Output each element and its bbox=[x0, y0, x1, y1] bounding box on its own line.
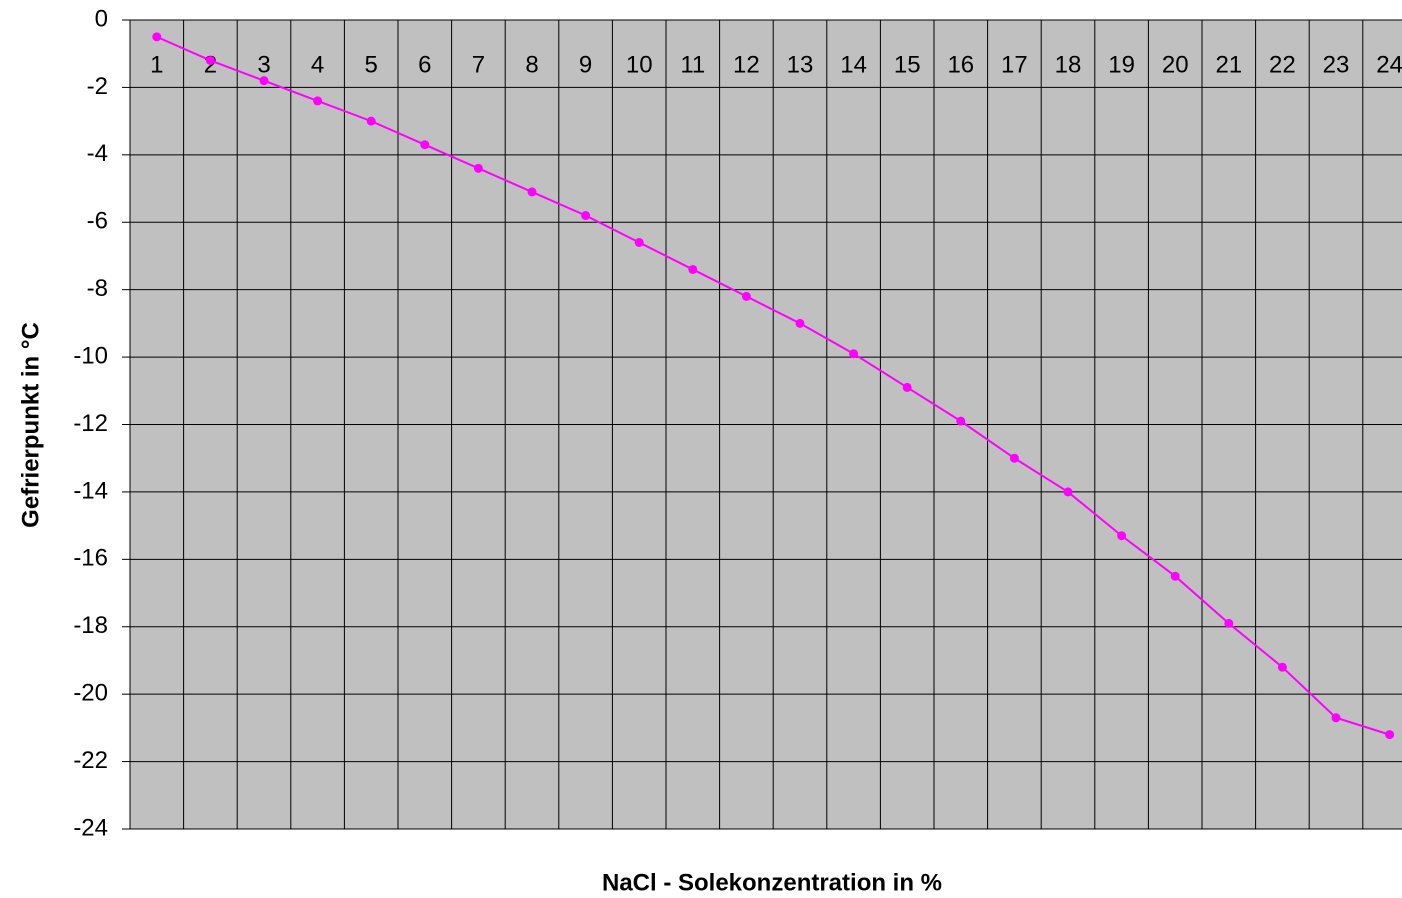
x-tick-label: 18 bbox=[1055, 51, 1082, 78]
x-tick-label: 3 bbox=[257, 51, 270, 78]
x-tick-label: 13 bbox=[787, 51, 814, 78]
x-tick-label: 10 bbox=[626, 51, 653, 78]
x-tick-label: 1 bbox=[150, 51, 163, 78]
data-point bbox=[956, 416, 966, 426]
x-tick-label: 7 bbox=[472, 51, 485, 78]
data-point bbox=[1277, 662, 1287, 672]
data-point bbox=[795, 318, 805, 328]
x-tick-label: 24 bbox=[1376, 51, 1402, 78]
data-point bbox=[1331, 713, 1341, 723]
x-axis-title: NaCl - Solekonzentration in % bbox=[602, 869, 942, 896]
y-tick-label: -18 bbox=[73, 612, 108, 639]
data-point bbox=[152, 32, 162, 42]
x-tick-label: 19 bbox=[1108, 51, 1135, 78]
x-tick-label: 12 bbox=[733, 51, 760, 78]
y-tick-label: -20 bbox=[73, 680, 108, 707]
x-tick-label: 15 bbox=[894, 51, 921, 78]
y-tick-label: -12 bbox=[73, 410, 108, 437]
y-tick-label: -22 bbox=[73, 747, 108, 774]
y-tick-label: -8 bbox=[87, 275, 108, 302]
data-point bbox=[527, 187, 537, 197]
data-point bbox=[849, 349, 859, 359]
y-axis-title: Gefrierpunkt in °C bbox=[17, 322, 44, 528]
y-tick-label: -16 bbox=[73, 545, 108, 572]
data-point bbox=[205, 55, 215, 65]
x-tick-label: 20 bbox=[1162, 51, 1189, 78]
y-tick-label: -10 bbox=[73, 342, 108, 369]
x-tick-label: 5 bbox=[365, 51, 378, 78]
data-point bbox=[1224, 618, 1234, 628]
x-tick-label: 17 bbox=[1001, 51, 1028, 78]
data-point bbox=[1385, 730, 1395, 740]
x-tick-label: 8 bbox=[525, 51, 538, 78]
x-tick-label: 22 bbox=[1269, 51, 1296, 78]
x-tick-label: 9 bbox=[579, 51, 592, 78]
data-point bbox=[1117, 531, 1127, 541]
x-tick-label: 23 bbox=[1323, 51, 1350, 78]
x-tick-label: 16 bbox=[947, 51, 974, 78]
y-tick-label: -6 bbox=[87, 208, 108, 235]
data-point bbox=[634, 237, 644, 247]
y-tick-label: -4 bbox=[87, 140, 108, 167]
x-tick-label: 21 bbox=[1215, 51, 1242, 78]
data-point bbox=[741, 291, 751, 301]
y-tick-label: -2 bbox=[87, 73, 108, 100]
data-point bbox=[1063, 487, 1073, 497]
data-point bbox=[259, 76, 269, 86]
data-point bbox=[1170, 571, 1180, 581]
y-tick-label: 0 bbox=[95, 5, 108, 32]
data-point bbox=[581, 211, 591, 221]
data-point bbox=[902, 382, 912, 392]
y-tick-label: -24 bbox=[73, 814, 108, 841]
x-tick-label: 11 bbox=[680, 51, 705, 78]
x-tick-label: 6 bbox=[418, 51, 431, 78]
data-point bbox=[420, 140, 430, 150]
data-point bbox=[1009, 453, 1019, 463]
x-tick-label: 4 bbox=[311, 51, 324, 78]
data-point bbox=[473, 163, 483, 173]
x-tick-label: 14 bbox=[840, 51, 867, 78]
data-point bbox=[366, 116, 376, 126]
y-tick-label: -14 bbox=[73, 477, 108, 504]
data-point bbox=[313, 96, 323, 106]
data-line bbox=[156, 35, 1390, 736]
data-point bbox=[688, 264, 698, 274]
